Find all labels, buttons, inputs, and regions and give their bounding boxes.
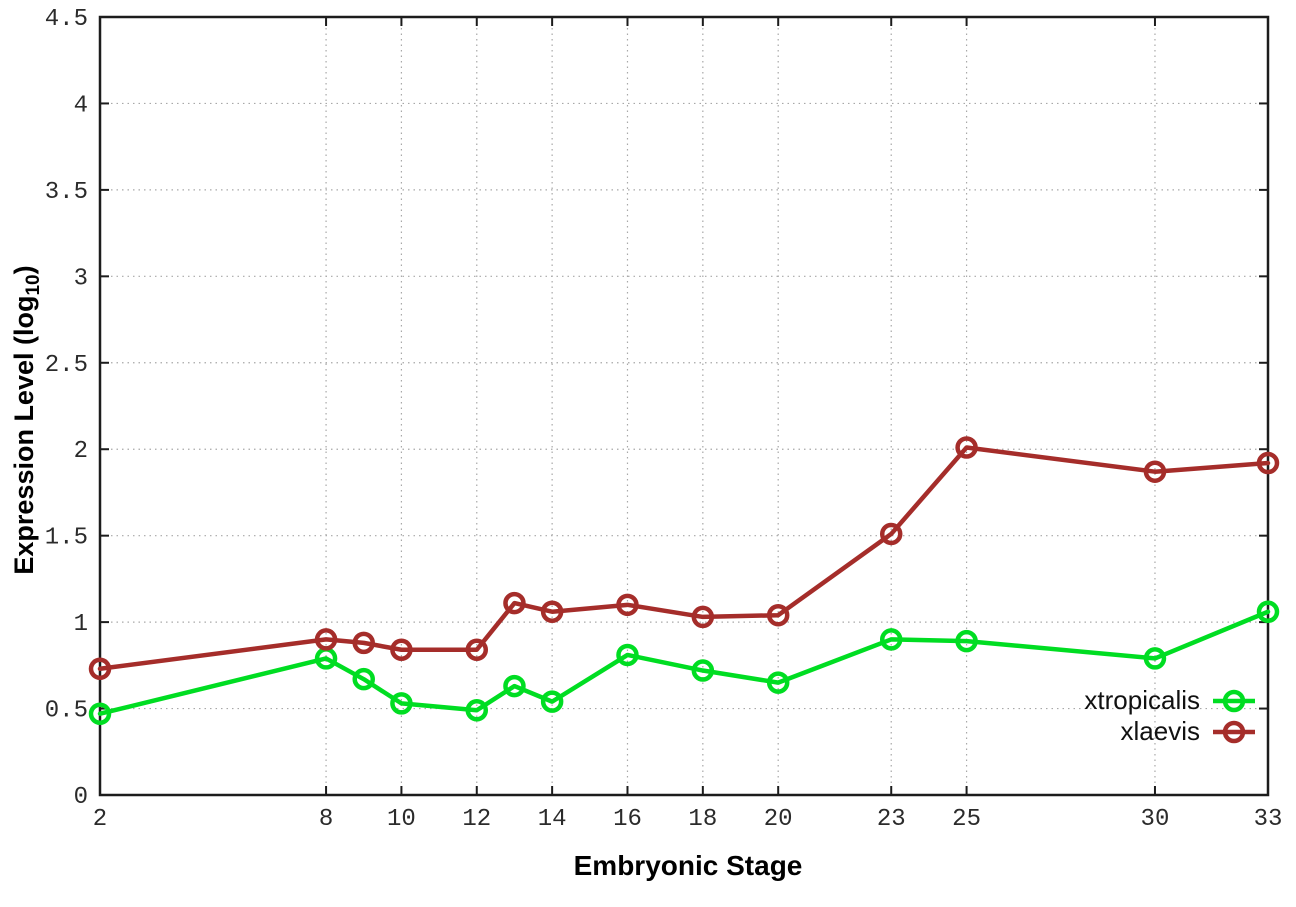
x-tick-label: 8 [319, 806, 333, 833]
x-tick-label: 23 [877, 806, 906, 833]
legend-label: xlaevis [1120, 716, 1200, 746]
y-tick-label: 3 [74, 265, 88, 292]
data-point-xtropicalis [465, 699, 489, 722]
data-point-xlaevis [352, 631, 375, 655]
y-tick-label: 2.5 [45, 352, 88, 379]
y-tick-label: 3.5 [45, 179, 88, 206]
data-point-xlaevis [766, 603, 790, 627]
y-axis-title-text: Expression Level (log [8, 295, 39, 575]
legend-label: xtropicalis [1084, 685, 1200, 715]
data-point-xlaevis [88, 657, 112, 681]
data-point-xtropicalis [766, 671, 790, 694]
data-point-xlaevis [879, 522, 903, 546]
x-tick-label: 12 [462, 806, 491, 833]
data-point-xtropicalis [540, 690, 564, 713]
x-tick-label: 14 [538, 806, 567, 833]
x-tick-label: 16 [613, 806, 642, 833]
series-line-xlaevis [97, 445, 1271, 672]
data-point-xtropicalis [352, 667, 375, 691]
data-point-xtropicalis [1143, 647, 1167, 670]
legend: xtropicalis xlaevis [1084, 685, 1258, 747]
data-point-xlaevis [503, 591, 526, 615]
y-tick-label: 0.5 [45, 698, 88, 725]
data-point-xlaevis [465, 638, 489, 662]
data-point-xtropicalis [879, 628, 903, 651]
data-point-xlaevis [1256, 451, 1280, 475]
y-tick-label: 2 [74, 438, 88, 465]
xtropicalis-key-icon [1213, 689, 1255, 712]
y-tick-label: 1.5 [45, 525, 88, 552]
y-axis-title-subscript: 10 [23, 274, 45, 296]
data-point-xtropicalis [616, 643, 639, 667]
y-tick-label: 1 [74, 611, 88, 638]
x-tick-label: 20 [764, 806, 793, 833]
data-point-xlaevis [540, 600, 564, 623]
data-point-xlaevis [1143, 460, 1167, 483]
y-tick-label: 4.5 [45, 6, 88, 33]
x-tick-label: 10 [387, 806, 416, 833]
data-point-xtropicalis [955, 629, 978, 653]
y-tick-label: 0 [74, 784, 88, 811]
legend-item-xtropicalis: xtropicalis [1084, 685, 1258, 716]
data-point-xlaevis [314, 628, 338, 651]
y-axis-title-close: ) [8, 265, 39, 275]
legend-item-xlaevis: xlaevis [1084, 716, 1258, 747]
data-point-xtropicalis [390, 692, 413, 715]
x-tick-label: 25 [952, 806, 981, 833]
x-axis-title: Embryonic Stage [573, 850, 803, 881]
data-point-xtropicalis [691, 659, 715, 682]
y-tick-label: 4 [74, 92, 88, 119]
data-point-xtropicalis [88, 702, 112, 725]
y-axis-title: Expression Level (log10) [9, 265, 45, 574]
xlaevis-key-icon [1213, 720, 1255, 743]
x-tick-label: 2 [93, 806, 107, 833]
x-tick-label: 30 [1141, 806, 1170, 833]
data-point-xtropicalis [1256, 600, 1280, 623]
data-point-xlaevis [390, 638, 413, 662]
plot-border [98, 15, 1270, 797]
data-point-xtropicalis [503, 674, 526, 698]
x-tick-label: 33 [1254, 806, 1283, 833]
data-point-xlaevis [955, 436, 978, 459]
x-tick-label: 18 [688, 806, 717, 833]
data-point-xlaevis [691, 605, 715, 629]
data-point-xlaevis [616, 593, 639, 617]
